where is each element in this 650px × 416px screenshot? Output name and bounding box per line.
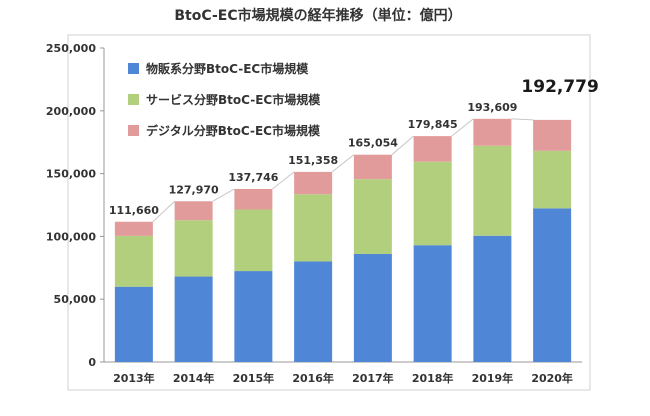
bar-segment-series-2 xyxy=(294,171,333,195)
total-connector-line xyxy=(272,171,295,190)
total-label: 165,054 xyxy=(348,137,398,150)
x-tick-label: 2016年 xyxy=(292,371,334,385)
bar-segment-series-0 xyxy=(174,276,213,362)
bar-segment-series-2 xyxy=(353,154,392,180)
x-tick-label: 2014年 xyxy=(173,371,215,385)
bar-segment-series-1 xyxy=(353,179,392,254)
bar-segment-series-2 xyxy=(234,188,273,210)
bar-segment-series-0 xyxy=(114,286,153,362)
total-connector-lines xyxy=(152,118,534,223)
total-connector-line xyxy=(391,135,414,156)
y-tick-label: 50,000 xyxy=(54,293,97,306)
bar-segment-series-2 xyxy=(114,221,153,236)
x-tick-label: 2020年 xyxy=(531,371,573,385)
y-tick-label: 250,000 xyxy=(46,42,96,55)
bar-segment-series-1 xyxy=(234,209,273,272)
bar-segment-series-2 xyxy=(533,119,572,151)
bar-segment-series-2 xyxy=(473,118,512,146)
y-tick-label: 150,000 xyxy=(46,168,96,181)
total-connector-line xyxy=(451,118,474,137)
bar-segment-series-0 xyxy=(294,261,333,362)
bar-segment-series-1 xyxy=(413,161,452,246)
x-tick-label: 2013年 xyxy=(113,371,155,385)
legend-label: サービス分野BtoC-EC市場規模 xyxy=(146,92,321,107)
bar-segment-series-1 xyxy=(114,235,153,287)
x-tick-label: 2018年 xyxy=(412,371,454,385)
bar-segment-series-1 xyxy=(473,145,512,236)
legend: 物販系分野BtoC-EC市場規模サービス分野BtoC-EC市場規模デジタル分野B… xyxy=(128,61,321,138)
total-connector-line xyxy=(511,118,534,121)
total-connector-line xyxy=(331,154,355,173)
y-axis-ticks: 0 50,000 100,000 150,000 200,000 250,000 xyxy=(46,42,104,369)
bar-segment-series-0 xyxy=(234,271,273,362)
x-axis-ticks: 2013年 2014年 2015年 2016年 2017年 2018年 2019年 2020年 xyxy=(113,371,573,385)
legend-label: 物販系分野BtoC-EC市場規模 xyxy=(146,61,309,76)
plot-frame xyxy=(67,34,591,391)
total-label: 151,358 xyxy=(288,154,338,167)
total-label: 127,970 xyxy=(169,183,219,196)
total-label: 137,746 xyxy=(228,171,278,184)
x-tick-label: 2017年 xyxy=(352,371,394,385)
chart-title: BtoC-EC市場規模の経年推移（単位：億円） xyxy=(174,7,461,24)
total-value-labels: 111,660 127,970 137,746 151,358 165,054 179,8… xyxy=(109,77,599,217)
y-tick-label: 100,000 xyxy=(46,230,96,243)
y-tick-label: 200,000 xyxy=(46,105,96,118)
bar-segment-series-0 xyxy=(533,208,572,362)
bar-segment-series-0 xyxy=(353,253,392,362)
total-label-highlight: 192,779 xyxy=(521,77,598,97)
legend-swatch xyxy=(128,63,139,74)
total-label: 111,660 xyxy=(109,204,159,217)
bar-segment-series-1 xyxy=(533,150,572,209)
y-tick-label: 0 xyxy=(88,356,96,369)
bar-series-group xyxy=(114,118,572,362)
bar-segment-series-2 xyxy=(413,136,452,162)
bar-segment-series-2 xyxy=(174,201,213,221)
bar-segment-series-1 xyxy=(294,194,333,262)
total-connector-line xyxy=(152,200,175,223)
bar-segment-series-1 xyxy=(174,220,213,277)
x-tick-label: 2019年 xyxy=(472,371,514,385)
legend-label: デジタル分野BtoC-EC市場規模 xyxy=(146,123,321,138)
legend-swatch xyxy=(128,125,139,136)
bar-segment-series-0 xyxy=(473,235,512,362)
total-label: 179,845 xyxy=(408,118,458,131)
total-label: 193,609 xyxy=(467,101,517,114)
bar-segment-series-0 xyxy=(413,245,452,362)
total-connector-line xyxy=(212,188,235,202)
legend-swatch xyxy=(128,94,139,105)
x-tick-label: 2015年 xyxy=(233,371,275,385)
